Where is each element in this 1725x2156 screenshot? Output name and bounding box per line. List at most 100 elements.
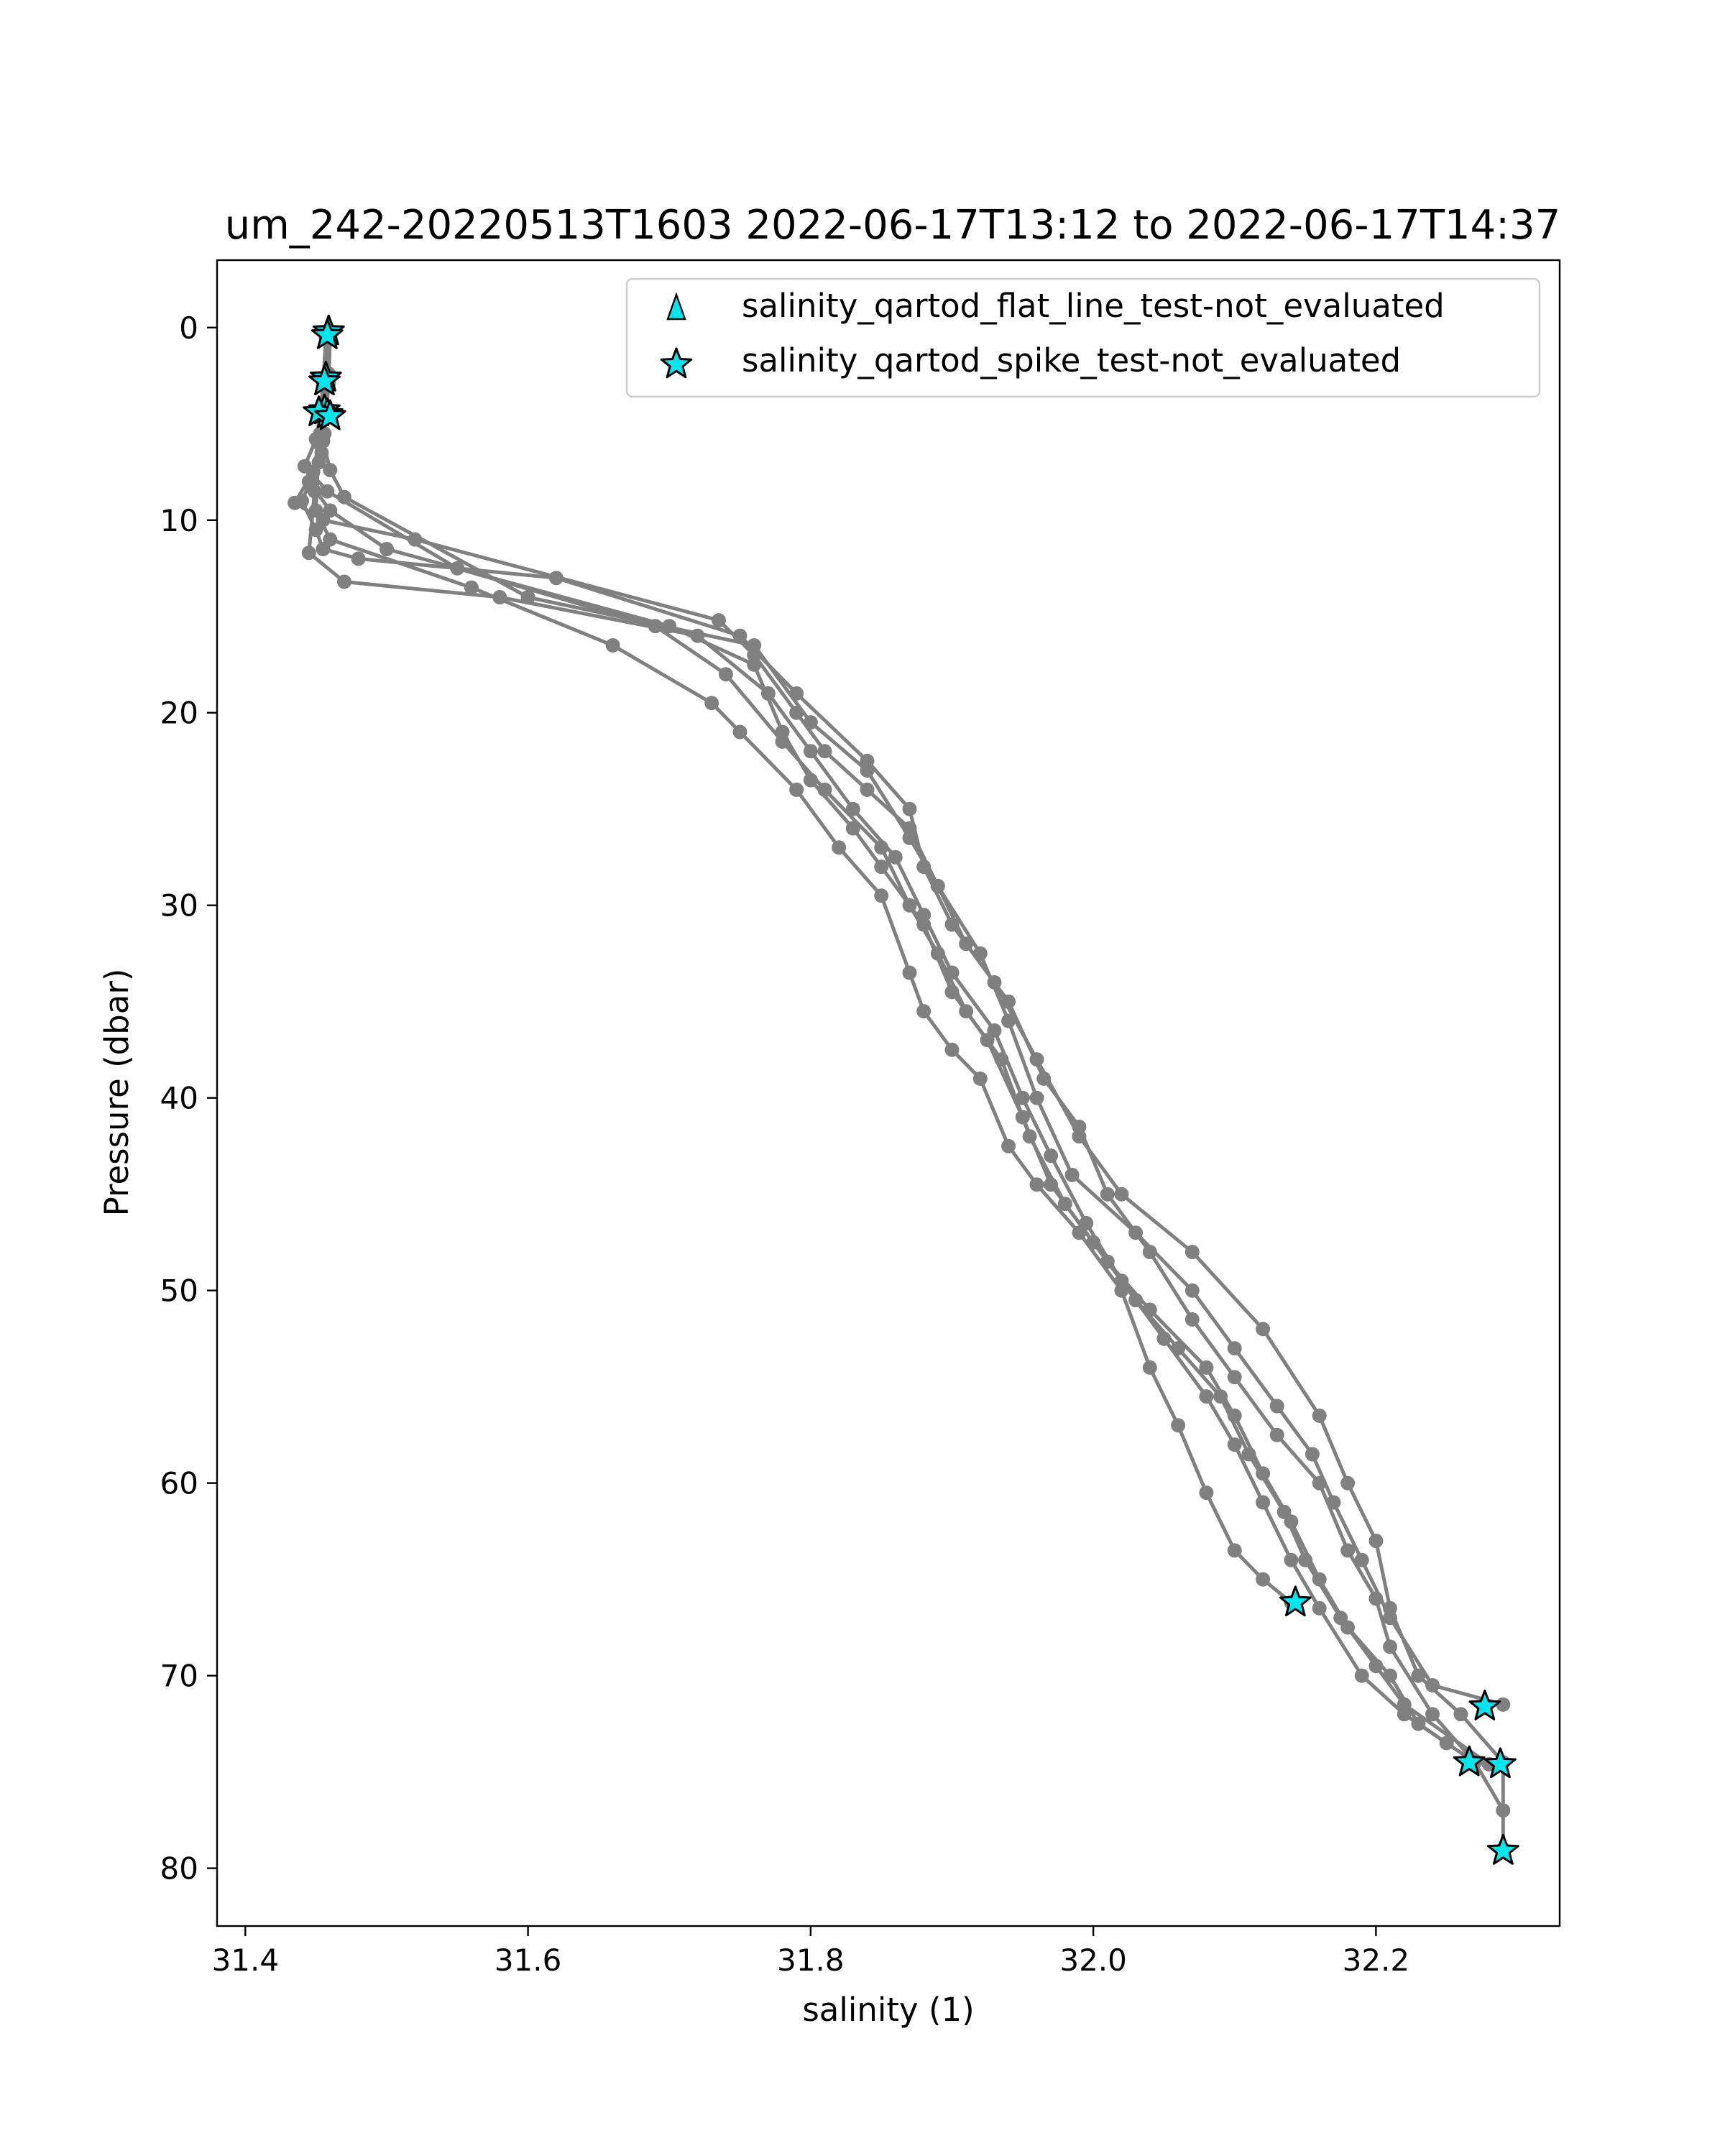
data-point bbox=[1156, 1331, 1172, 1346]
data-point bbox=[1256, 1572, 1271, 1587]
data-point bbox=[860, 763, 875, 778]
data-point bbox=[1227, 1543, 1242, 1558]
legend-star-marker bbox=[660, 347, 693, 379]
y-tick-label: 20 bbox=[160, 696, 198, 731]
data-point bbox=[1184, 1283, 1200, 1298]
profile-line-7 bbox=[321, 335, 1505, 1812]
data-point bbox=[1496, 1697, 1511, 1712]
data-point bbox=[1453, 1707, 1468, 1722]
legend-entry-flat-line: salinity_qartod_flat_line_test-not_evalu… bbox=[742, 287, 1445, 325]
data-point bbox=[1411, 1668, 1426, 1683]
data-point bbox=[987, 1023, 1002, 1038]
data-point bbox=[1142, 1245, 1157, 1260]
data-point bbox=[520, 590, 535, 604]
data-point bbox=[704, 696, 719, 711]
y-tick-label: 70 bbox=[160, 1659, 198, 1694]
data-point bbox=[1425, 1707, 1440, 1722]
data-point bbox=[1312, 1600, 1327, 1616]
data-point bbox=[1072, 1225, 1087, 1240]
data-point bbox=[1340, 1620, 1356, 1635]
data-point bbox=[1114, 1187, 1129, 1202]
data-point bbox=[1064, 1167, 1080, 1182]
data-point bbox=[297, 459, 312, 474]
data-point bbox=[832, 840, 847, 855]
data-point bbox=[874, 888, 889, 903]
data-point bbox=[959, 936, 974, 952]
data-point bbox=[380, 542, 394, 556]
y-tick-label: 40 bbox=[160, 1081, 198, 1116]
legend-entry-spike: salinity_qartod_spike_test-not_evaluated bbox=[742, 341, 1401, 379]
data-point bbox=[1199, 1360, 1214, 1375]
data-point bbox=[747, 657, 762, 672]
data-point bbox=[1227, 1408, 1242, 1423]
data-point bbox=[930, 878, 945, 893]
spike-flag-star bbox=[1468, 1690, 1501, 1720]
data-point bbox=[1383, 1639, 1397, 1654]
spike-flag-star bbox=[308, 364, 341, 396]
legend-box bbox=[625, 277, 1541, 398]
data-point bbox=[1496, 1803, 1511, 1818]
data-point bbox=[1312, 1572, 1327, 1587]
spike-flag-star bbox=[1453, 1745, 1486, 1777]
data-point bbox=[1340, 1475, 1356, 1491]
data-point bbox=[1305, 1447, 1320, 1462]
plot-frame bbox=[216, 259, 1561, 1927]
data-point bbox=[1029, 1090, 1044, 1105]
data-point bbox=[803, 715, 818, 730]
x-tick-label: 32.2 bbox=[1343, 1943, 1410, 1978]
spike-flag-star bbox=[1484, 1747, 1517, 1779]
data-point bbox=[1199, 1389, 1214, 1404]
data-point bbox=[1383, 1668, 1397, 1683]
x-tick-label: 31.8 bbox=[777, 1943, 845, 1978]
data-point bbox=[1114, 1283, 1129, 1298]
data-point bbox=[747, 638, 762, 653]
spike-flag-star bbox=[310, 318, 344, 349]
data-point bbox=[1397, 1707, 1412, 1722]
chart-title: um_242-20220513T1603 2022-06-17T13:12 to… bbox=[225, 202, 1561, 249]
x-axis: 31.4 31.6 31.8 32.0 32.2 bbox=[212, 1926, 1410, 1978]
data-point bbox=[1142, 1360, 1157, 1375]
data-point bbox=[916, 1004, 932, 1019]
profile-line-6 bbox=[314, 333, 1292, 1604]
data-point bbox=[1001, 1138, 1016, 1153]
data-point bbox=[1383, 1611, 1397, 1626]
x-tick-label: 31.6 bbox=[494, 1943, 562, 1978]
data-point bbox=[316, 433, 331, 448]
data-point bbox=[605, 638, 620, 653]
profile-line-3 bbox=[307, 335, 1491, 1766]
data-point bbox=[323, 532, 338, 547]
data-point bbox=[874, 860, 889, 875]
data-point bbox=[860, 782, 875, 797]
plot-marks bbox=[288, 314, 1519, 1865]
data-point bbox=[1227, 1437, 1242, 1452]
legend: salinity_qartod_flat_line_test-not_evalu… bbox=[625, 277, 1541, 398]
data-point bbox=[337, 489, 351, 505]
data-point bbox=[1227, 1370, 1242, 1385]
data-point bbox=[944, 1042, 960, 1057]
data-point bbox=[902, 965, 917, 980]
data-point bbox=[1256, 1466, 1271, 1481]
y-axis-label: Pressure (dbar) bbox=[98, 969, 136, 1217]
data-point bbox=[1284, 1514, 1299, 1529]
data-point bbox=[902, 898, 917, 913]
y-tick-label: 50 bbox=[160, 1273, 198, 1309]
legend-triangle-icon bbox=[666, 292, 686, 321]
y-axis: 0 10 20 30 40 50 60 70 80 bbox=[160, 310, 217, 1886]
legend-star-icon bbox=[660, 347, 693, 379]
data-point bbox=[1171, 1418, 1186, 1433]
y-tick-label: 60 bbox=[160, 1466, 198, 1501]
y-tick-label: 30 bbox=[160, 888, 198, 923]
data-point bbox=[845, 801, 860, 816]
data-point bbox=[1001, 994, 1016, 1009]
profile-line-2 bbox=[293, 333, 1504, 1707]
data-point bbox=[760, 686, 776, 701]
data-point bbox=[1001, 1013, 1016, 1028]
data-point bbox=[1340, 1543, 1356, 1558]
data-point bbox=[902, 830, 917, 845]
data-point bbox=[712, 613, 726, 628]
data-point bbox=[337, 574, 351, 589]
data-point bbox=[1022, 1129, 1037, 1144]
data-point bbox=[902, 801, 917, 816]
data-point bbox=[1312, 1408, 1327, 1423]
